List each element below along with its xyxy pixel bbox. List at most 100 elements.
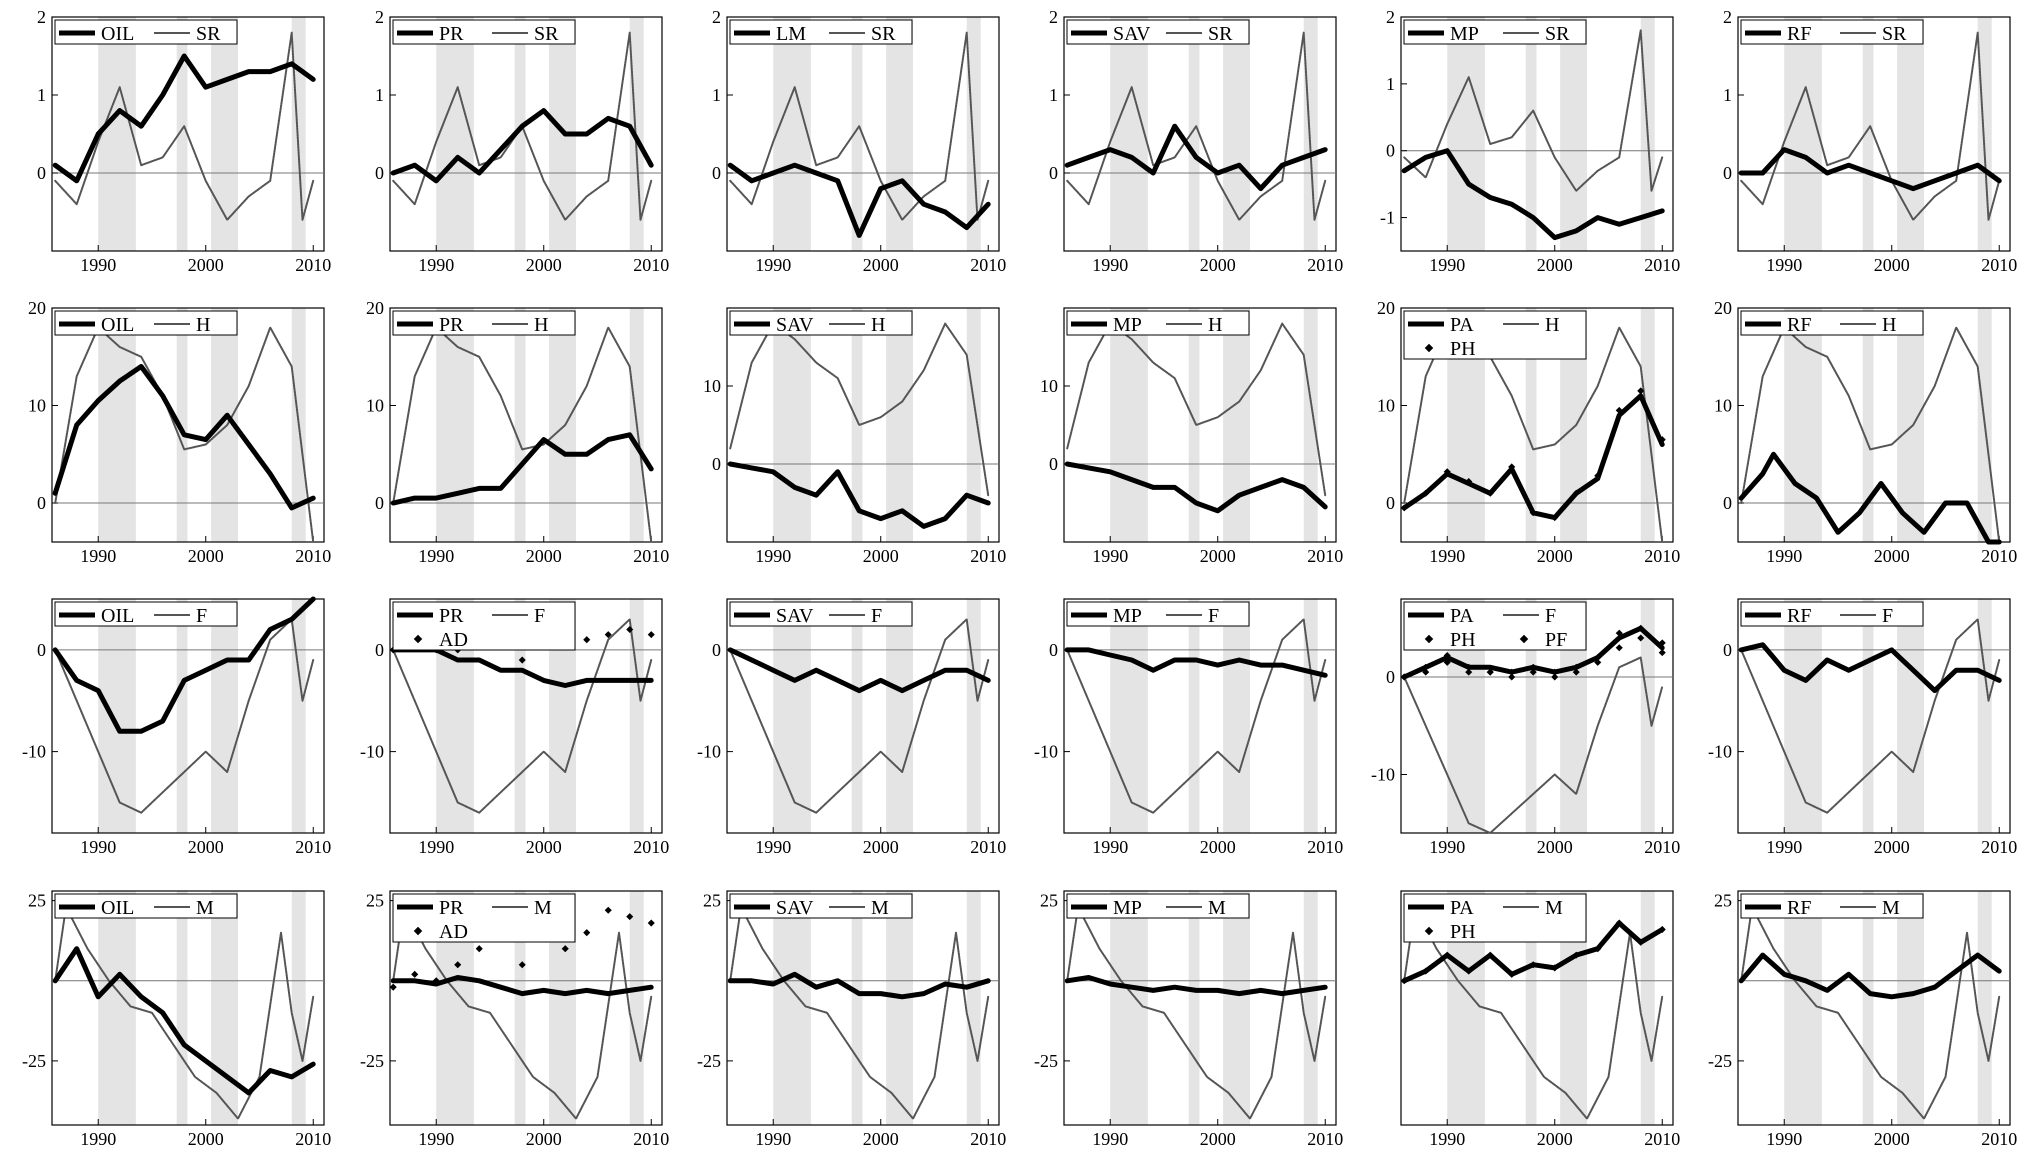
x-tick-label: 2010: [633, 1129, 669, 1149]
legend-label: SAV: [776, 897, 814, 919]
legend: PR H: [392, 310, 576, 336]
x-tick-label: 1990: [1766, 255, 1802, 275]
legend: OIL M: [54, 893, 238, 919]
x-tick-label: 1990: [418, 837, 454, 857]
plot-frame: [51, 307, 325, 543]
recession-band: [1784, 891, 1822, 1125]
x-tick-label: 2010: [633, 546, 669, 566]
legend: OIL SR: [54, 19, 238, 45]
panel-r0-c1: 2 1 0 1990 2000 2010 PR SR: [375, 7, 669, 275]
x-tick-label: 2000: [1200, 1129, 1236, 1149]
y-tick-label: -10: [1371, 765, 1395, 785]
plot-frame: [1063, 307, 1337, 543]
y-tick-label: 25: [366, 891, 384, 911]
plot-frame: [1400, 307, 1674, 543]
legend-label: PR: [439, 605, 464, 627]
y-tick-label: 0: [37, 493, 46, 513]
recession-band: [1862, 308, 1874, 542]
x-tick-label: 2000: [1874, 546, 1910, 566]
y-tick-label: 1: [712, 85, 721, 105]
y-tick-label: 0: [712, 163, 721, 183]
y-tick-label: 25: [1040, 891, 1058, 911]
recession-band: [1188, 891, 1200, 1125]
series-f-line: [729, 618, 990, 814]
x-tick-label: 2010: [1981, 546, 2017, 566]
x-tick-label: 1990: [1766, 1129, 1802, 1149]
x-tick-label: 2010: [1644, 255, 1680, 275]
x-tick-label: 2000: [863, 1129, 899, 1149]
legend: RF F: [1740, 601, 1924, 627]
series-sav-line: [727, 971, 991, 1000]
legend-label: H: [534, 314, 548, 336]
x-tick-label: 1990: [755, 1129, 791, 1149]
plot-frame: [1063, 890, 1337, 1126]
y-tick-label: 0: [1723, 493, 1732, 513]
x-tick-label: 2000: [188, 546, 224, 566]
legend-label: AD: [439, 921, 468, 943]
series-lm-line: [727, 162, 991, 238]
recession-band: [629, 891, 644, 1125]
legend-label: RF: [1787, 314, 1811, 336]
panel-r3-c2: 25 -25 1990 2000 2010 SAV M: [697, 890, 1006, 1149]
recession-band: [1303, 17, 1318, 251]
y-tick-label: 0: [712, 640, 721, 660]
y-tick-label: 20: [1377, 298, 1395, 318]
legend-label: F: [534, 605, 545, 627]
panel-r2-c3: 0 -10 1990 2000 2010 MP F: [1034, 598, 1343, 857]
legend-label: SAV: [776, 605, 814, 627]
recession-band: [1110, 17, 1148, 251]
y-tick-label: -10: [1034, 742, 1058, 762]
series-sr-line: [729, 31, 990, 221]
legend-label: PA: [1450, 605, 1474, 627]
x-tick-label: 2010: [970, 255, 1006, 275]
data-point: [604, 906, 612, 914]
series-oil-line: [52, 946, 316, 1096]
legend-label: MP: [1450, 23, 1479, 45]
recession-band: [966, 17, 981, 251]
x-tick-label: 2000: [526, 546, 562, 566]
recession-band: [1897, 891, 1924, 1125]
series-m-line: [1066, 906, 1327, 1120]
data-point: [647, 919, 655, 927]
legend: MP M: [1066, 893, 1250, 919]
legend: SAV F: [729, 601, 913, 627]
recession-band: [1525, 891, 1537, 1125]
y-tick-label: -25: [697, 1051, 721, 1071]
y-tick-label: -10: [697, 742, 721, 762]
legend: RF M: [1740, 893, 1924, 919]
x-tick-label: 2000: [1537, 255, 1573, 275]
x-tick-label: 2010: [970, 546, 1006, 566]
recession-band: [886, 891, 913, 1125]
recession-band: [176, 17, 188, 251]
panel-r2-c5: 0 -10 1990 2000 2010 RF F: [1708, 598, 2017, 857]
x-tick-label: 2000: [1537, 546, 1573, 566]
panel-r2-c4: 0 -10 1990 2000 2010 PA F PH PF: [1371, 598, 1680, 857]
series-sav-line: [1064, 123, 1328, 192]
legend-label: AD: [439, 629, 468, 651]
legend-label: OIL: [101, 605, 134, 627]
legend: PA F PH PF: [1403, 601, 1587, 651]
y-tick-label: 10: [28, 396, 46, 416]
legend-label: F: [1882, 605, 1893, 627]
x-tick-label: 2010: [1644, 1129, 1680, 1149]
y-tick-label: 2: [1386, 7, 1395, 27]
plot-frame: [1400, 16, 1674, 252]
series-f-line: [1066, 618, 1327, 814]
series-sr-line: [1066, 31, 1327, 221]
x-tick-label: 2000: [526, 837, 562, 857]
series-sr-line: [1740, 31, 2001, 221]
y-tick-label: -10: [22, 742, 46, 762]
x-tick-label: 2010: [1307, 255, 1343, 275]
x-tick-label: 1990: [80, 837, 116, 857]
recession-band: [211, 891, 238, 1125]
y-tick-label: 2: [712, 7, 721, 27]
panel-r0-c0: 2 1 0 1990 2000 2010 OIL SR: [37, 7, 331, 275]
y-tick-label: -10: [1708, 742, 1732, 762]
series-m-line: [1740, 906, 2001, 1120]
recession-band: [773, 891, 811, 1125]
y-tick-label: 0: [1386, 493, 1395, 513]
x-tick-label: 2010: [295, 255, 331, 275]
y-tick-label: 0: [37, 163, 46, 183]
legend-label: SR: [1882, 23, 1907, 45]
recession-band: [851, 599, 863, 833]
